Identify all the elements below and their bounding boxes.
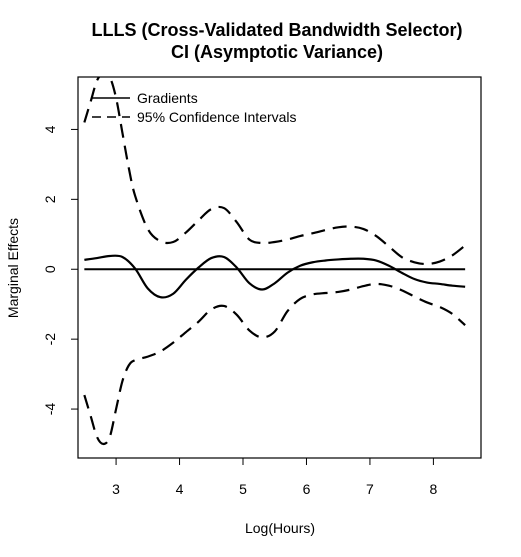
legend: Gradients 95% Confidence Intervals: [92, 90, 297, 125]
series-line-ci-lower: [83, 282, 466, 446]
y-tick-label: 2: [42, 195, 58, 203]
series-line-ci-upper: [83, 77, 466, 266]
y-tick-label: -2: [42, 333, 58, 346]
legend-label-ci: 95% Confidence Intervals: [137, 109, 297, 125]
y-axis: -4 -2 0 2 4: [42, 125, 78, 415]
y-tick-label: 0: [42, 265, 58, 273]
x-tick-label: 6: [303, 481, 311, 497]
x-tick-label: 5: [239, 481, 247, 497]
x-axis-label: Log(Hours): [245, 520, 315, 536]
x-tick-label: 3: [112, 481, 120, 497]
y-tick-label: 4: [42, 125, 58, 133]
y-axis-label: Marginal Effects: [5, 218, 21, 318]
plot-frame: [77, 76, 482, 459]
chart-subtitle: CI (Asymptotic Variance): [171, 42, 383, 62]
series-line-gradients: [84, 254, 466, 299]
x-tick-label: 8: [430, 481, 438, 497]
x-tick-label: 7: [366, 481, 374, 497]
chart-title: LLLS (Cross-Validated Bandwidth Selector…: [91, 20, 462, 40]
x-tick-label: 4: [176, 481, 184, 497]
y-tick-label: -4: [42, 403, 58, 416]
legend-label-gradients: Gradients: [137, 90, 198, 106]
x-axis: 3 4 5 6 7 8: [112, 458, 438, 497]
series-layer: [83, 77, 466, 446]
